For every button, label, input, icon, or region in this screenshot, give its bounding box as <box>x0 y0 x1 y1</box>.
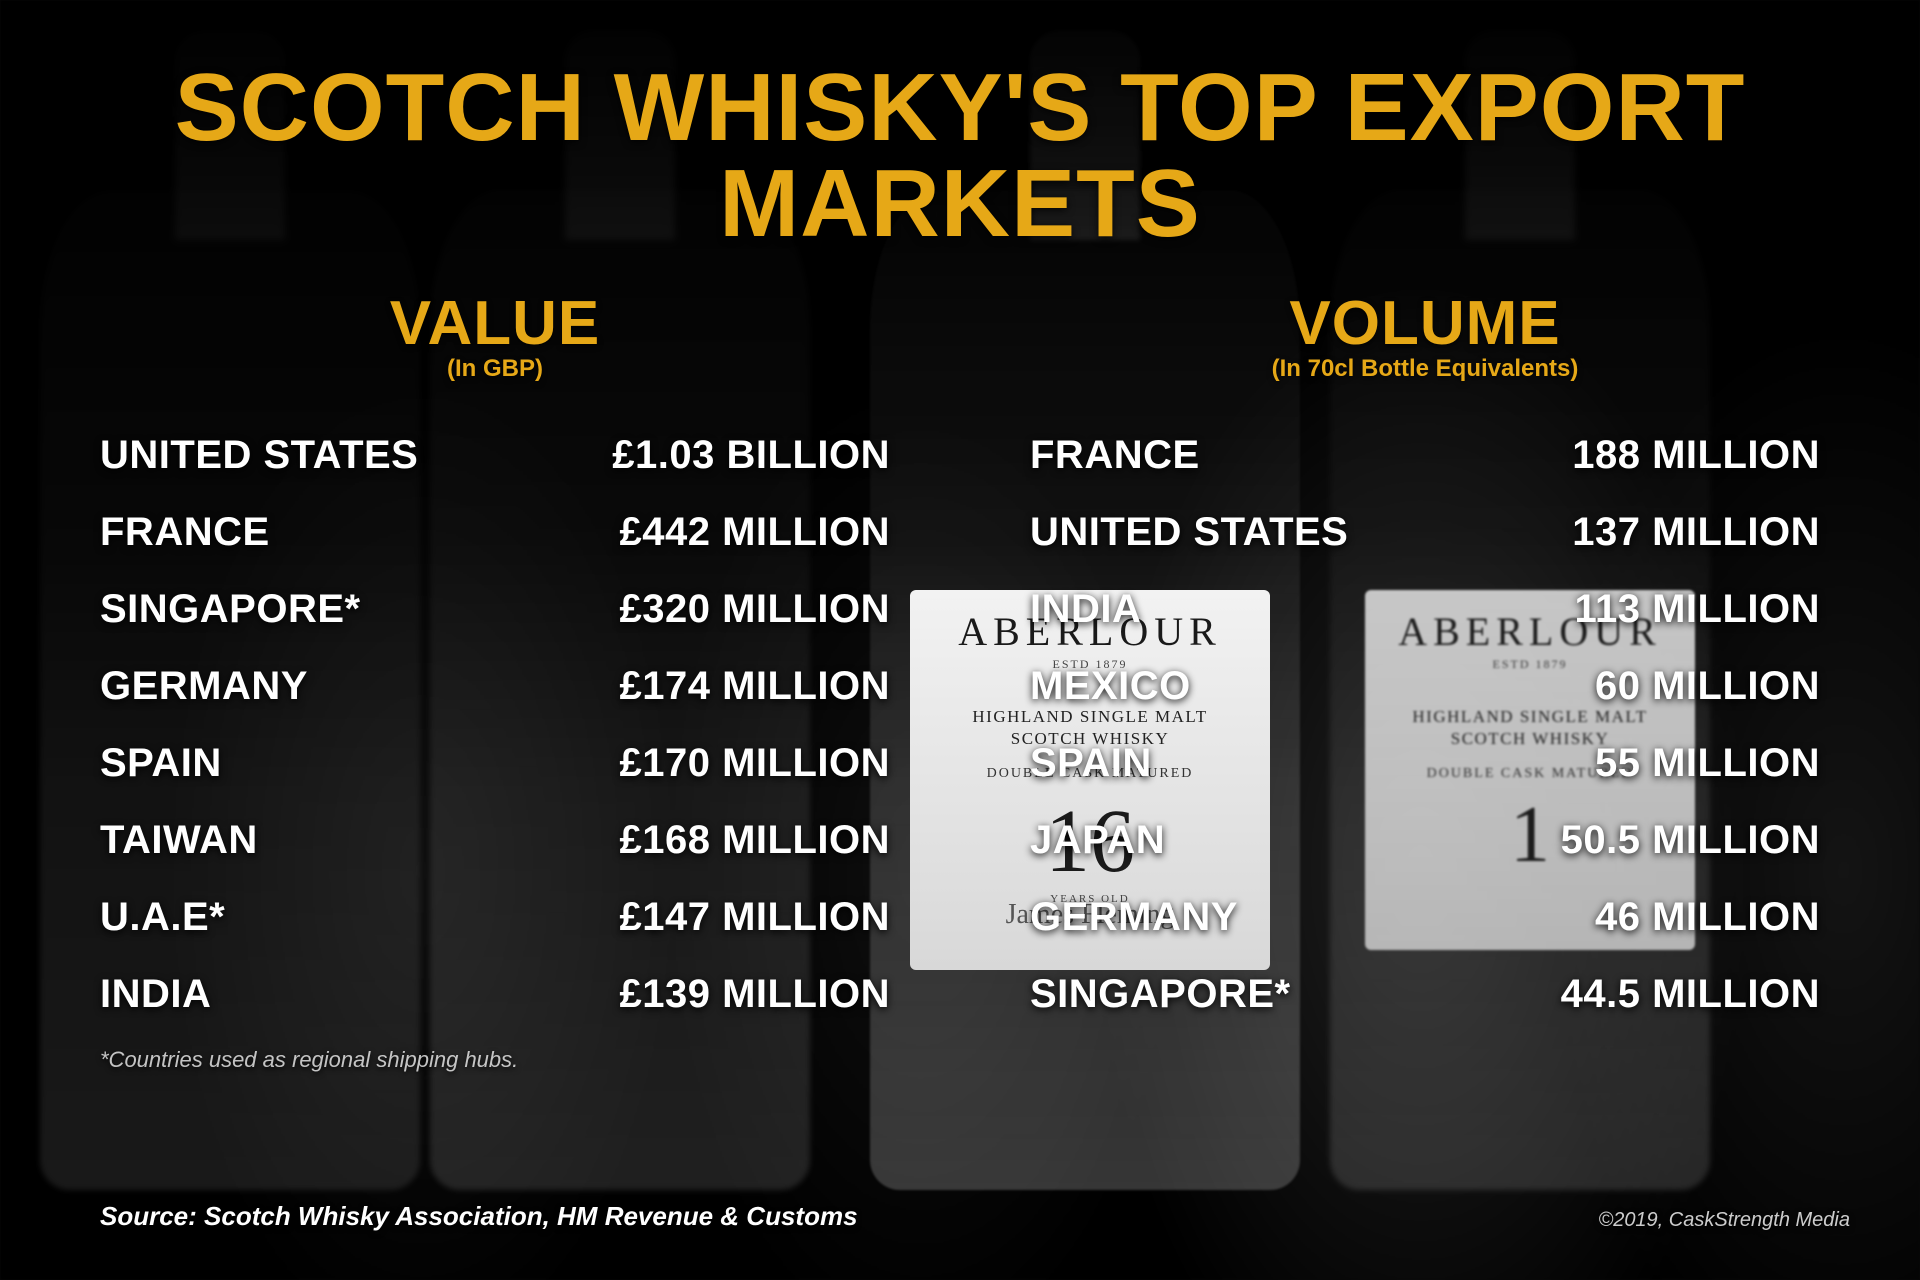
table-row: Singapore* £320 Million <box>100 571 890 648</box>
value-column: VALUE (In GBP) United States £1.03 Billio… <box>100 288 890 1073</box>
table-row: Germany £174 Million <box>100 648 890 725</box>
row-country: United States <box>100 433 418 478</box>
table-row: India £139 Million <box>100 956 890 1033</box>
value-rows: United States £1.03 Billion France £442 Mil… <box>100 417 890 1033</box>
row-country: Singapore* <box>1030 972 1291 1017</box>
row-amount: £147 Million <box>619 895 890 940</box>
row-country: United States <box>1030 510 1348 555</box>
row-amount: 188 Million <box>1572 433 1820 478</box>
copyright-line: ©2019, CaskStrength Media <box>1598 1209 1850 1232</box>
row-amount: £170 Million <box>619 741 890 786</box>
row-country: U.A.E* <box>100 895 225 940</box>
row-country: India <box>1030 587 1141 632</box>
row-amount: 44.5 Million <box>1561 972 1820 1017</box>
row-country: Germany <box>100 664 308 709</box>
row-amount: 113 Million <box>1574 587 1820 632</box>
row-amount: 55 Million <box>1595 741 1820 786</box>
value-subheading: (In GBP) <box>100 355 890 383</box>
table-row: U.A.E* £147 Million <box>100 879 890 956</box>
row-country: Mexico <box>1030 664 1191 709</box>
row-amount: £168 Million <box>619 818 890 863</box>
table-row: Taiwan £168 Million <box>100 802 890 879</box>
volume-heading: VOLUME <box>1030 288 1820 359</box>
row-amount: £139 Million <box>619 972 890 1017</box>
row-country: India <box>100 972 211 1017</box>
source-line: Source: Scotch Whisky Association, HM Re… <box>100 1201 858 1232</box>
row-amount: £1.03 Billion <box>612 433 890 478</box>
row-country: Singapore* <box>100 587 361 632</box>
row-country: Taiwan <box>100 818 258 863</box>
row-amount: £442 Million <box>619 510 890 555</box>
volume-column: VOLUME (In 70cl Bottle Equivalents) Fran… <box>1030 288 1820 1073</box>
table-row: United States 137 Million <box>1030 494 1820 571</box>
content-layer: SCOTCH WHISKY'S TOP EXPORT MARKETS VALUE… <box>0 0 1920 1280</box>
row-country: Spain <box>1030 741 1152 786</box>
row-amount: £174 Million <box>619 664 890 709</box>
columns-wrapper: VALUE (In GBP) United States £1.03 Billio… <box>70 288 1850 1073</box>
table-row: Spain 55 Million <box>1030 725 1820 802</box>
row-amount: £320 Million <box>619 587 890 632</box>
table-row: India 113 Million <box>1030 571 1820 648</box>
row-country: Spain <box>100 741 222 786</box>
table-row: Germany 46 Million <box>1030 879 1820 956</box>
footnote: *Countries used as regional shipping hub… <box>100 1047 890 1073</box>
table-row: Singapore* 44.5 Million <box>1030 956 1820 1033</box>
row-amount: 137 Million <box>1572 510 1820 555</box>
row-country: France <box>1030 433 1200 478</box>
table-row: United States £1.03 Billion <box>100 417 890 494</box>
row-country: France <box>100 510 270 555</box>
row-country: Japan <box>1030 818 1165 863</box>
volume-rows: France 188 Million United States 137 Millio… <box>1030 417 1820 1033</box>
row-amount: 50.5 Million <box>1561 818 1820 863</box>
row-amount: 46 Million <box>1595 895 1820 940</box>
row-amount: 60 Million <box>1595 664 1820 709</box>
table-row: Mexico 60 Million <box>1030 648 1820 725</box>
table-row: Spain £170 Million <box>100 725 890 802</box>
table-row: France £442 Million <box>100 494 890 571</box>
volume-subheading: (In 70cl Bottle Equivalents) <box>1030 355 1820 383</box>
page-title: SCOTCH WHISKY'S TOP EXPORT MARKETS <box>70 60 1850 252</box>
table-row: France 188 Million <box>1030 417 1820 494</box>
value-heading: VALUE <box>100 288 890 359</box>
table-row: Japan 50.5 Million <box>1030 802 1820 879</box>
row-country: Germany <box>1030 895 1238 940</box>
